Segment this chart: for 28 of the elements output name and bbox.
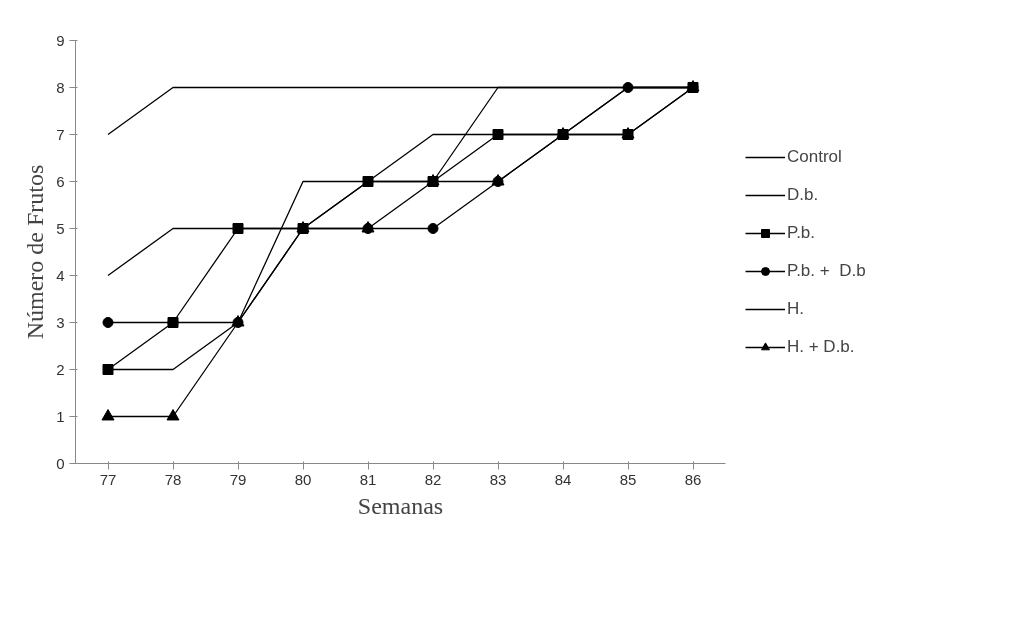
y-tick-label: 9 <box>56 31 65 49</box>
x-tick-label: 86 <box>684 470 702 488</box>
y-axis-title: Número de Frutos <box>22 164 49 340</box>
x-tick-label: 82 <box>424 470 442 488</box>
y-tick-label: 6 <box>56 172 65 190</box>
y-tick-label: 1 <box>56 407 65 425</box>
x-tick-label: 78 <box>164 470 182 488</box>
legend-label: D.b. <box>787 184 819 205</box>
y-tick-label: 7 <box>56 125 65 143</box>
y-tick-label: 3 <box>56 313 65 331</box>
x-tick-label: 84 <box>554 470 572 488</box>
legend-label: P.b. + D.b <box>787 260 866 281</box>
x-tick-label: 79 <box>229 470 247 488</box>
y-tick-label: 2 <box>56 360 65 378</box>
x-tick-label: 83 <box>489 470 507 488</box>
legend-label: H. + D.b. <box>787 336 855 357</box>
y-tick-label: 4 <box>56 266 65 284</box>
legend-label: H. <box>787 298 805 319</box>
x-tick-label: 77 <box>99 470 117 488</box>
x-tick-label: 85 <box>619 470 637 488</box>
legend-label: P.b. <box>787 222 816 243</box>
x-axis-title: Semanas <box>357 492 444 519</box>
x-tick-label: 80 <box>294 470 312 488</box>
y-tick-label: 8 <box>56 78 65 96</box>
x-tick-label: 81 <box>359 470 377 488</box>
y-tick-label: 5 <box>56 219 65 237</box>
legend-label: Control <box>787 146 842 167</box>
y-tick-label: 0 <box>56 454 65 472</box>
